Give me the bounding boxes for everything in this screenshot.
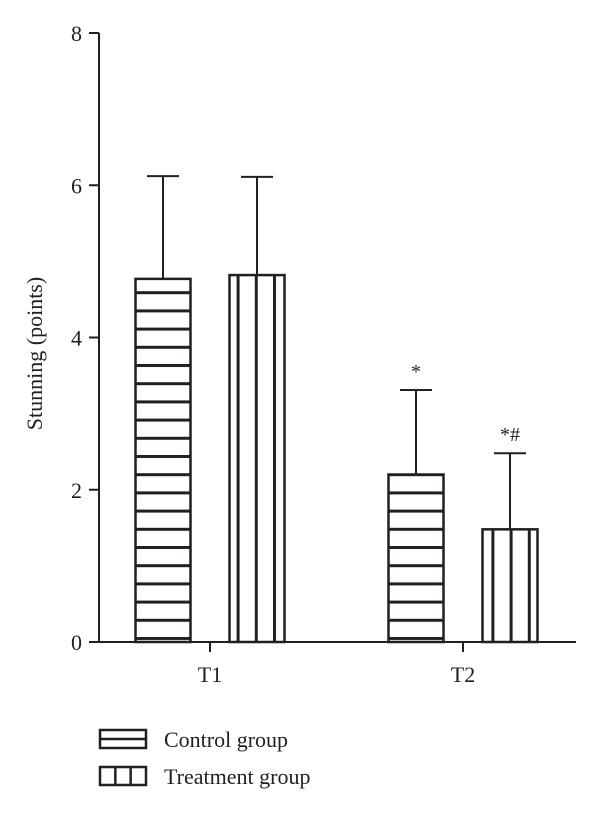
significance-marker: *# bbox=[500, 424, 520, 446]
legend-label: Control group bbox=[164, 727, 288, 752]
bar-pattern bbox=[388, 474, 444, 642]
y-tick-label: 8 bbox=[71, 21, 82, 46]
x-tick-label: T1 bbox=[198, 662, 222, 687]
y-tick-label: 0 bbox=[71, 630, 82, 655]
bar-pattern bbox=[135, 278, 191, 642]
legend-swatch bbox=[98, 765, 148, 787]
y-tick-label: 6 bbox=[71, 173, 82, 198]
y-tick-label: 4 bbox=[71, 326, 82, 351]
significance-marker: * bbox=[411, 361, 421, 383]
legend-swatch-background bbox=[100, 767, 146, 785]
legend-swatch bbox=[98, 728, 148, 750]
labels: 0 2 4 6 8 Stunning (points) T1 T2 * *# bbox=[22, 21, 520, 687]
y-axis-title: Stunning (points) bbox=[22, 277, 47, 430]
bar-pattern bbox=[482, 529, 538, 642]
legend: Control group Treatment group bbox=[98, 727, 310, 789]
x-tick-label: T2 bbox=[451, 662, 475, 687]
bar-pattern bbox=[229, 275, 285, 642]
legend-label: Treatment group bbox=[164, 764, 310, 789]
bars bbox=[134, 175, 539, 644]
y-tick-label: 2 bbox=[71, 478, 82, 503]
